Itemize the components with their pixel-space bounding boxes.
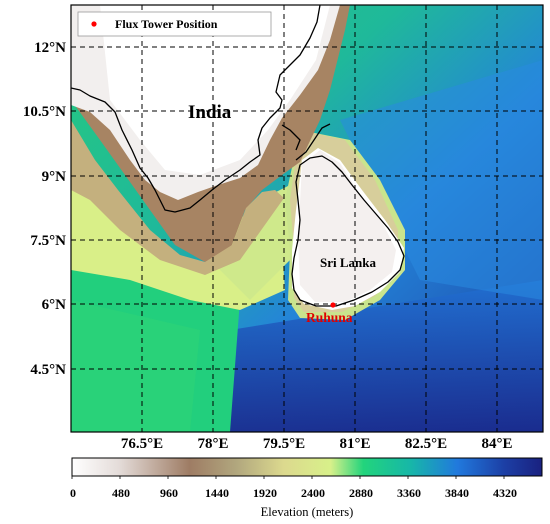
lon-label: 78°E bbox=[197, 436, 228, 452]
station-label: Ruhuna bbox=[306, 310, 353, 325]
lat-label: 7.5°N bbox=[30, 233, 66, 249]
lat-label: 9°N bbox=[42, 169, 66, 185]
flux-tower-marker bbox=[330, 302, 336, 308]
lon-label: 81°E bbox=[339, 436, 370, 452]
colorbar-title: Elevation (meters) bbox=[261, 505, 354, 519]
map-legend: Flux Tower Position bbox=[77, 11, 272, 37]
legend-label: Flux Tower Position bbox=[115, 17, 218, 31]
colorbar-tick: 3360 bbox=[397, 486, 421, 500]
lat-label: 4.5°N bbox=[30, 362, 66, 378]
lon-label: 76.5°E bbox=[121, 436, 163, 452]
graticule bbox=[71, 5, 543, 432]
colorbar-tick: 2880 bbox=[349, 486, 373, 500]
lat-label: 12°N bbox=[34, 40, 66, 56]
legend-marker bbox=[91, 21, 97, 27]
coastline bbox=[71, 5, 405, 307]
colorbar-tick: 480 bbox=[112, 486, 130, 500]
colorbar-tick: 0 bbox=[70, 486, 76, 500]
lon-label: 82.5°E bbox=[405, 436, 447, 452]
longitude-labels: 76.5°E 78°E 79.5°E 81°E 82.5°E 84°E bbox=[121, 436, 513, 452]
map-frame bbox=[70, 4, 544, 433]
lon-label: 84°E bbox=[481, 436, 512, 452]
colorbar-gradient bbox=[71, 457, 543, 477]
colorbar: 0 480 960 1440 1920 2400 2880 3360 3840 … bbox=[70, 457, 543, 519]
colorbar-tick: 1920 bbox=[253, 486, 277, 500]
lat-label: 6°N bbox=[42, 297, 66, 313]
colorbar-tick: 2400 bbox=[301, 486, 325, 500]
colorbar-tick: 3840 bbox=[445, 486, 469, 500]
lat-label: 10.5°N bbox=[23, 104, 66, 120]
colorbar-tick: 1440 bbox=[205, 486, 229, 500]
latitude-labels: 12°N 10.5°N 9°N 7.5°N 6°N 4.5°N bbox=[23, 40, 66, 378]
india-label: India bbox=[188, 102, 232, 123]
colorbar-tick: 960 bbox=[160, 486, 178, 500]
lon-label: 79.5°E bbox=[263, 436, 305, 452]
colorbar-tick: 4320 bbox=[493, 486, 517, 500]
sri-lanka-label: Sri Lanka bbox=[320, 255, 376, 270]
